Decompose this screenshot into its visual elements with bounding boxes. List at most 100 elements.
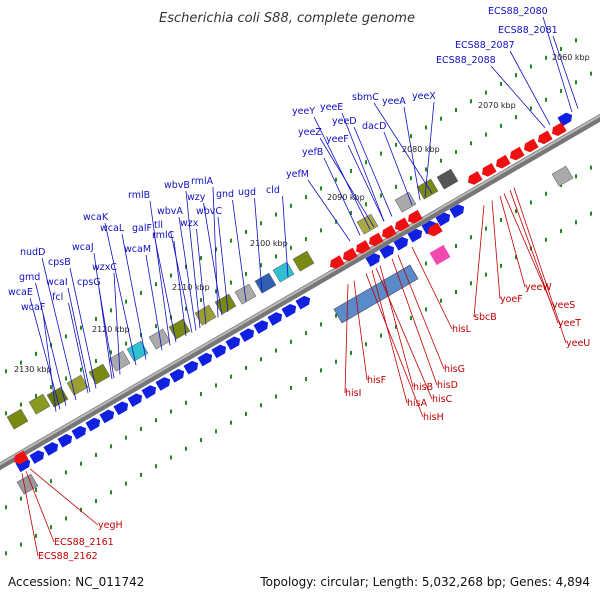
reverse-label-leader: [473, 205, 485, 318]
reverse-label-leader: [379, 265, 414, 388]
forward-label-leader: [69, 267, 97, 389]
gene-label-fcl: fcl: [52, 292, 63, 303]
forward-gene-arrow: [393, 236, 409, 251]
scale-tick-label: 2060 kbp: [552, 53, 590, 62]
track-dot: [440, 158, 442, 163]
track-dot: [500, 81, 502, 86]
reverse-gene-arrow: [538, 130, 553, 145]
forward-label-leader: [29, 297, 61, 410]
forward-gene-arrow: [183, 360, 199, 375]
track-dot: [275, 212, 277, 217]
feature-block: [148, 328, 171, 350]
forward-label-leader: [347, 144, 385, 222]
reverse-label-leader: [499, 195, 526, 288]
reverse-gene-arrow: [468, 171, 483, 185]
reverse-gene-arrow: [524, 138, 539, 153]
forward-gene-arrow: [127, 393, 143, 408]
feature-blocks: [6, 165, 574, 495]
forward-gene-arrow: [43, 442, 59, 456]
track-dot: [260, 263, 262, 268]
track-dot: [425, 125, 427, 130]
forward-label-leader: [424, 101, 435, 198]
reverse-gene-arrow: [14, 450, 29, 465]
track-dot: [455, 150, 457, 154]
track-dot: [20, 402, 22, 407]
gene-label-ecs88_2161: ECS88_2161: [54, 537, 114, 548]
gene-label-ecs88_2162: ECS88_2162: [38, 551, 98, 562]
reverse-gene-arrow: [356, 240, 371, 254]
forward-label-leader: [341, 112, 385, 222]
track-dot: [20, 360, 22, 365]
track-dot: [485, 226, 487, 231]
feature-block: [194, 304, 217, 326]
forward-gene-arrow: [169, 368, 185, 383]
track-dot: [275, 394, 277, 399]
track-dot: [380, 333, 382, 338]
forward-label-leader: [178, 216, 197, 331]
forward-gene-arrow: [141, 385, 157, 399]
forward-gene-arrow: [295, 295, 311, 310]
reverse-gene-arrow: [510, 146, 525, 161]
gene-label-hisl: hisL: [452, 324, 472, 335]
track-dot: [515, 115, 517, 120]
gene-label-yeex: yeeX: [412, 91, 436, 102]
track-dot: [95, 359, 97, 364]
track-dot: [200, 438, 202, 443]
track-dot: [530, 64, 532, 69]
gene-label-hisb: hisB: [413, 382, 433, 393]
accession-text: Accession: NC_011742: [8, 575, 144, 589]
track-dot: [575, 174, 577, 179]
track-dot: [530, 106, 532, 111]
track-dot: [440, 298, 442, 303]
track-dot: [35, 351, 37, 356]
track-dot: [200, 392, 202, 397]
gene-label-yeea: yeeA: [382, 96, 406, 107]
track-dot: [395, 184, 397, 189]
track-dot: [395, 142, 397, 147]
forward-gene-arrow: [239, 328, 255, 343]
gene-label-yees: yeeS: [552, 300, 575, 311]
track-dot: [185, 400, 187, 405]
forward-gene-arrow: [85, 417, 101, 432]
forward-label-leader: [145, 254, 163, 351]
gene-label-yeew: yeeW: [525, 282, 552, 293]
reverse-label-leader: [509, 189, 559, 324]
track-dot: [485, 90, 487, 95]
track-dot: [35, 393, 37, 398]
feature-block: [272, 261, 295, 283]
track-dot: [365, 342, 367, 347]
track-dot: [455, 290, 457, 294]
gene-label-dacd: dacD: [362, 121, 386, 132]
track-dot: [515, 255, 517, 260]
forward-gene-arrow: [379, 245, 395, 259]
track-dot: [335, 219, 337, 224]
feature-block: [66, 374, 89, 396]
gene-label-gmd: gmd: [19, 272, 40, 283]
reverse-label-leader: [513, 187, 567, 344]
track-dot: [425, 307, 427, 312]
reverse-gene-arrow: [482, 162, 497, 177]
track-dot: [335, 313, 337, 318]
forward-label-leader: [196, 228, 207, 325]
gene-label-rmlb: rmlB: [128, 190, 150, 201]
forward-gene-arrow: [29, 450, 45, 464]
gene-label-gnd: gnd: [216, 189, 234, 200]
forward-label-leader: [153, 233, 177, 343]
track-dot: [575, 38, 577, 43]
track-dot: [245, 365, 247, 370]
forward-label-leader: [307, 179, 351, 242]
track-dot: [500, 217, 502, 222]
track-dot: [275, 348, 277, 353]
track-dot: [155, 282, 157, 287]
forward-label-leader: [98, 287, 115, 379]
track-dot: [215, 383, 217, 388]
forward-label-leader: [149, 200, 171, 346]
gene-label-hisd: hisD: [437, 380, 458, 391]
track-dot: [125, 435, 127, 440]
track-dot: [545, 55, 547, 60]
gene-label-yeee: yeeE: [320, 102, 343, 113]
gene-label-wcai: wcaI: [46, 277, 68, 288]
track-dot: [500, 123, 502, 128]
track-dot: [185, 306, 187, 311]
gene-label-hisf: hisF: [367, 375, 386, 386]
